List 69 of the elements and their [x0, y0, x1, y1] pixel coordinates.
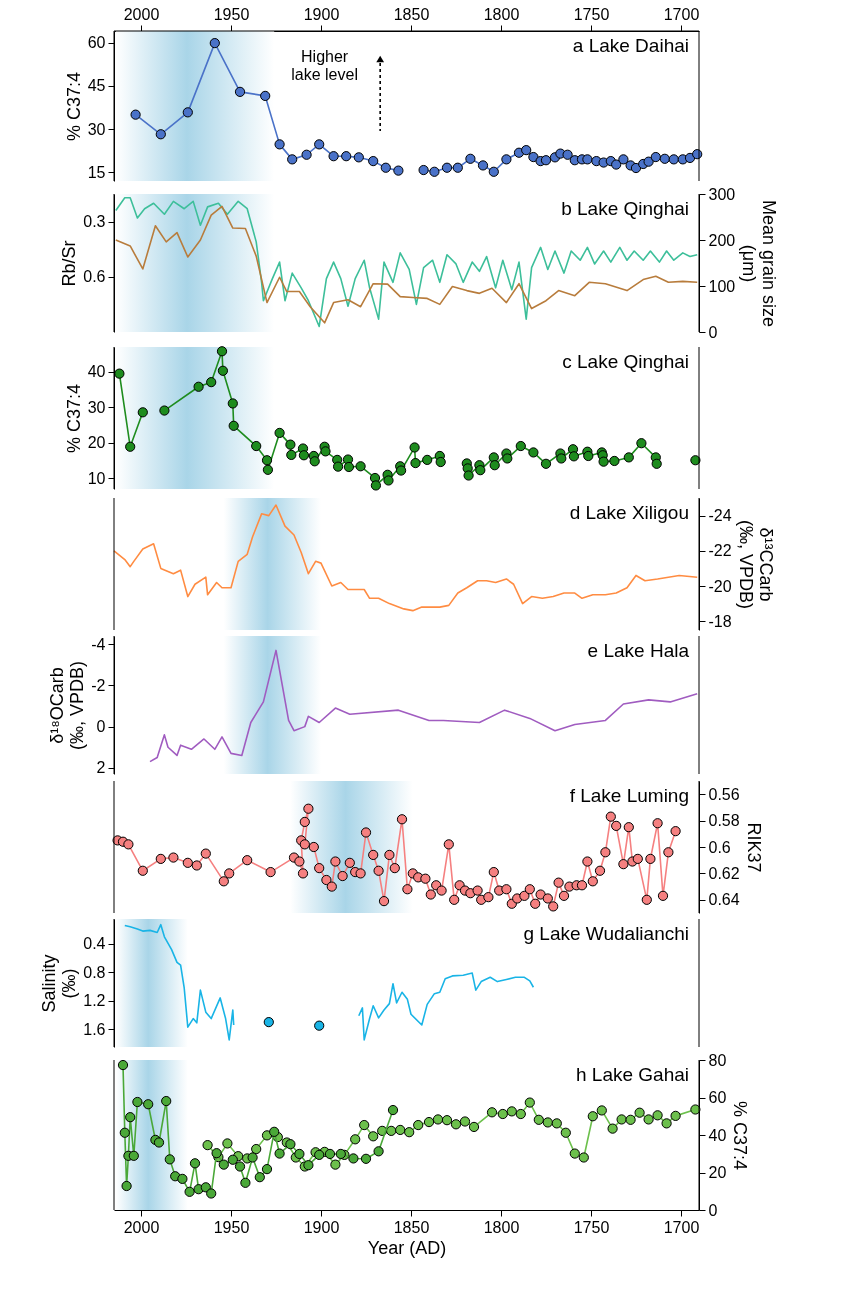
- y2-tick-label: 100: [708, 277, 736, 295]
- y-tick-label: 1.2: [83, 992, 106, 1010]
- y-tick-label: 0.6: [83, 268, 106, 286]
- y-tick-label: 30: [87, 398, 106, 416]
- y2-tick-label: 40: [708, 1126, 727, 1144]
- y-axis-title: % C37:4: [63, 71, 84, 142]
- y-tick-label: 20: [87, 434, 106, 452]
- x2-tick-label: 2000: [123, 5, 160, 23]
- y-tick-label: 40: [87, 363, 106, 381]
- y2-tick-label: 300: [708, 185, 736, 203]
- x2-tick-label: 1950: [213, 5, 250, 23]
- y-tick-label: 1.6: [83, 1020, 106, 1038]
- x-tick-label: 1800: [483, 1218, 520, 1236]
- chart-title: g Lake Wudalianchi: [523, 923, 689, 944]
- y2-tick-label: -22: [708, 542, 732, 560]
- y2-tick-label: -24: [708, 507, 732, 525]
- x2-tick-label: 1800: [483, 5, 520, 23]
- y2-tick-label: 200: [708, 231, 736, 249]
- chart-title: h Lake Gahai: [575, 1064, 689, 1085]
- y2-axis-title: % C37:4: [730, 1100, 751, 1171]
- x2-tick-label: 1850: [393, 5, 430, 23]
- x2-tick-label: 1750: [573, 5, 610, 23]
- y-tick-label: -2: [91, 676, 106, 694]
- y2-tick-label: 0.56: [708, 785, 740, 803]
- y2-tick-label: 80: [708, 1051, 727, 1069]
- x-tick-label: 1850: [393, 1218, 430, 1236]
- y-tick-label: 0.8: [83, 963, 106, 981]
- y2-tick-label: 20: [708, 1164, 727, 1181]
- x2-tick-label: 1700: [663, 5, 700, 23]
- y2-axis-title: Mean grain size (μm): [739, 199, 780, 328]
- x2-tick-label: 1900: [303, 5, 340, 23]
- annotation: Higher lake level: [291, 48, 358, 83]
- y2-axis-title: δ¹³CCarb (‰, VPDB): [735, 519, 776, 610]
- chart-title: e Lake Hala: [587, 640, 690, 661]
- y-axis-title: % C37:4: [63, 383, 84, 454]
- y2-tick-label: 0: [708, 323, 718, 341]
- y-axis-title: Salinity (‰): [39, 954, 80, 1013]
- y2-tick-label: -18: [708, 612, 732, 630]
- x-tick-label: 1950: [213, 1218, 250, 1236]
- y2-tick-label: 0: [708, 1201, 718, 1219]
- chart-title: a Lake Daihai: [572, 35, 689, 56]
- y-tick-label: 0: [96, 718, 106, 736]
- y-tick-label: 10: [87, 469, 106, 487]
- y2-tick-label: 0.62: [708, 864, 740, 882]
- y-tick-label: 0.3: [83, 213, 106, 231]
- y2-tick-label: 60: [708, 1089, 727, 1106]
- y-tick-label: 60: [87, 34, 106, 52]
- y2-axis-title: RIK37: [743, 822, 764, 873]
- y-tick-label: 45: [87, 77, 106, 95]
- chart-title: c Lake Qinghai: [562, 351, 689, 372]
- chart-title: b Lake Qinghai: [561, 198, 689, 219]
- y2-tick-label: 0.6: [708, 838, 731, 856]
- x-tick-label: 1750: [573, 1218, 610, 1236]
- y-axis-title: Rb/Sr: [59, 240, 80, 287]
- y2-tick-label: 0.58: [708, 812, 740, 830]
- y2-tick-label: 0.64: [708, 891, 740, 909]
- y-tick-label: 2: [96, 759, 106, 777]
- x-axis-title: Year (AD): [367, 1237, 447, 1258]
- y-tick-label: 15: [87, 163, 106, 181]
- x-tick-label: 1900: [303, 1218, 340, 1236]
- y2-tick-label: -20: [708, 577, 732, 595]
- x-tick-label: 2000: [123, 1218, 160, 1236]
- y-tick-label: -4: [91, 635, 106, 653]
- chart-title: f Lake Luming: [569, 785, 689, 806]
- y-tick-label: 30: [87, 120, 106, 138]
- y-axis-title: δ¹⁸OCarb (‰, VPDB): [47, 660, 88, 751]
- chart-title: d Lake Xiligou: [569, 502, 689, 523]
- y-tick-label: 0.4: [83, 935, 106, 953]
- x-tick-label: 1700: [663, 1218, 700, 1236]
